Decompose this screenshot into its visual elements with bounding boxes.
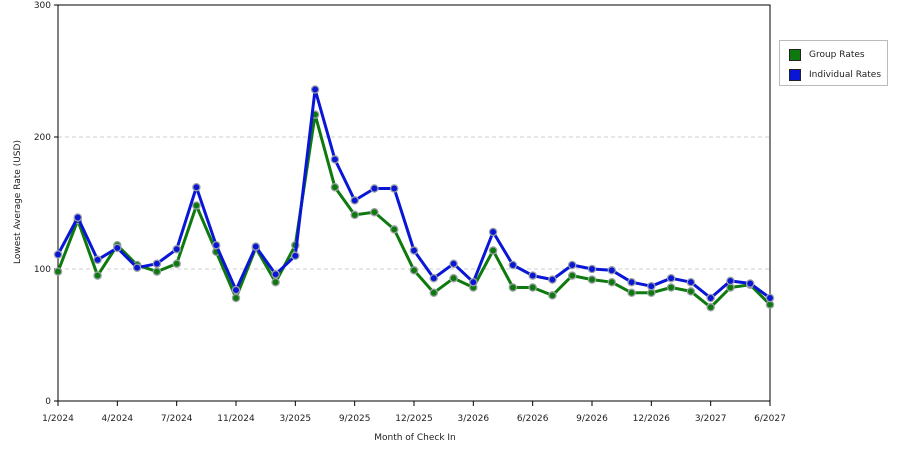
legend: Group Rates Individual Rates bbox=[779, 40, 888, 86]
x-tick-label-8: 6/2026 bbox=[517, 414, 549, 424]
series-1-point-34 bbox=[726, 276, 735, 286]
y-tick-label-200: 200 bbox=[34, 133, 51, 143]
x-tick-label-9: 9/2026 bbox=[576, 414, 608, 424]
series-1-point-10 bbox=[251, 242, 261, 251]
series-0-point-27 bbox=[587, 275, 597, 284]
series-1-point-21 bbox=[469, 277, 478, 287]
series-0-point-28 bbox=[607, 277, 617, 287]
series-1-point-11 bbox=[271, 270, 280, 279]
series-1-point-12 bbox=[291, 251, 300, 261]
series-1-point-14 bbox=[330, 155, 340, 164]
series-1-point-9 bbox=[231, 285, 241, 295]
x-tick-label-6: 12/2025 bbox=[395, 414, 432, 424]
series-1-point-4 bbox=[132, 263, 142, 272]
x-tick-label-2: 7/2024 bbox=[161, 414, 193, 424]
series-0-point-32 bbox=[686, 287, 696, 296]
x-tick-label-7: 3/2026 bbox=[457, 414, 489, 424]
series-0-point-26 bbox=[567, 271, 577, 280]
series-1-point-18 bbox=[409, 246, 419, 255]
series-group bbox=[53, 85, 775, 312]
x-axis-title: Month of Check In bbox=[374, 433, 456, 443]
series-1-point-29 bbox=[627, 277, 636, 287]
series-0-point-33 bbox=[706, 303, 715, 312]
series-0-point-9 bbox=[231, 293, 241, 303]
y-tick-label-300: 300 bbox=[34, 1, 51, 11]
series-1-point-2 bbox=[93, 255, 102, 265]
series-1-point-35 bbox=[745, 279, 755, 288]
series-0-point-24 bbox=[528, 283, 537, 292]
series-1-point-16 bbox=[370, 184, 379, 193]
series-1-point-8 bbox=[211, 240, 221, 250]
series-1 bbox=[53, 85, 775, 303]
legend-item-individual: Individual Rates bbox=[789, 68, 881, 82]
series-0-point-5 bbox=[152, 267, 162, 276]
y-tick-label-100: 100 bbox=[34, 265, 51, 275]
series-0-point-6 bbox=[172, 259, 181, 268]
legend-label-group: Group Rates bbox=[809, 50, 865, 60]
axes: 0 100 200 300 1/2024 4/2024 7/2024 11/2024 3/202… bbox=[34, 1, 786, 424]
series-1-point-30 bbox=[647, 281, 656, 291]
legend-swatch-group bbox=[789, 49, 801, 61]
series-1-point-23 bbox=[508, 260, 518, 270]
series-0-point-11 bbox=[271, 277, 280, 287]
series-1-point-36 bbox=[765, 293, 775, 303]
series-0-point-2 bbox=[93, 271, 102, 280]
x-tick-label-11: 3/2027 bbox=[695, 414, 727, 424]
series-1-point-20 bbox=[449, 259, 458, 268]
series-line-0 bbox=[56, 113, 772, 309]
x-tick-label-0: 1/2024 bbox=[42, 414, 74, 424]
series-0-point-18 bbox=[409, 266, 419, 275]
series-1-point-19 bbox=[429, 273, 439, 283]
series-1-point-7 bbox=[192, 182, 201, 192]
x-tick-label-1: 4/2024 bbox=[101, 414, 133, 424]
series-1-point-17 bbox=[389, 184, 399, 193]
series-1-point-27 bbox=[587, 264, 597, 274]
series-1-point-31 bbox=[666, 273, 676, 283]
legend-item-group: Group Rates bbox=[789, 48, 865, 62]
x-tick-label-10: 12/2026 bbox=[633, 414, 671, 424]
series-1-point-25 bbox=[548, 275, 557, 284]
series-1-point-0 bbox=[53, 250, 63, 259]
series-1-point-32 bbox=[686, 277, 696, 287]
series-0-point-7 bbox=[192, 201, 201, 210]
series-1-point-1 bbox=[73, 213, 83, 222]
x-tick-label-12: 6/2027 bbox=[754, 414, 786, 424]
y-tick-label-0: 0 bbox=[45, 397, 51, 407]
series-1-point-26 bbox=[567, 260, 577, 270]
x-tick-label-5: 9/2025 bbox=[339, 414, 371, 424]
series-1-point-28 bbox=[607, 266, 617, 275]
plot-frame bbox=[57, 4, 771, 402]
series-0-point-15 bbox=[350, 210, 359, 220]
series-0-point-19 bbox=[429, 288, 439, 298]
series-1-point-24 bbox=[528, 271, 537, 280]
series-0-point-31 bbox=[666, 283, 676, 292]
y-axis-title: Lowest Average Rate (USD) bbox=[13, 140, 23, 264]
series-1-point-13 bbox=[310, 85, 320, 94]
series-0-point-29 bbox=[627, 288, 636, 298]
series-1-point-3 bbox=[113, 243, 122, 253]
series-1-point-22 bbox=[488, 227, 498, 237]
series-0-point-17 bbox=[389, 225, 399, 234]
series-0-point-16 bbox=[370, 207, 379, 217]
series-0-point-14 bbox=[330, 182, 340, 192]
series-0-point-20 bbox=[449, 273, 458, 283]
legend-swatch-individual bbox=[789, 69, 801, 81]
series-0-point-22 bbox=[488, 246, 498, 255]
series-1-point-15 bbox=[350, 196, 359, 205]
series-0-point-0 bbox=[53, 267, 63, 276]
x-tick-label-4: 3/2025 bbox=[279, 414, 311, 424]
series-1-point-33 bbox=[706, 293, 715, 303]
series-1-point-5 bbox=[152, 259, 162, 268]
series-0-point-25 bbox=[548, 291, 557, 300]
x-tick-label-3: 11/2024 bbox=[217, 414, 255, 424]
series-0-point-23 bbox=[508, 283, 518, 292]
legend-label-individual: Individual Rates bbox=[809, 70, 882, 80]
series-1-point-6 bbox=[172, 244, 181, 254]
